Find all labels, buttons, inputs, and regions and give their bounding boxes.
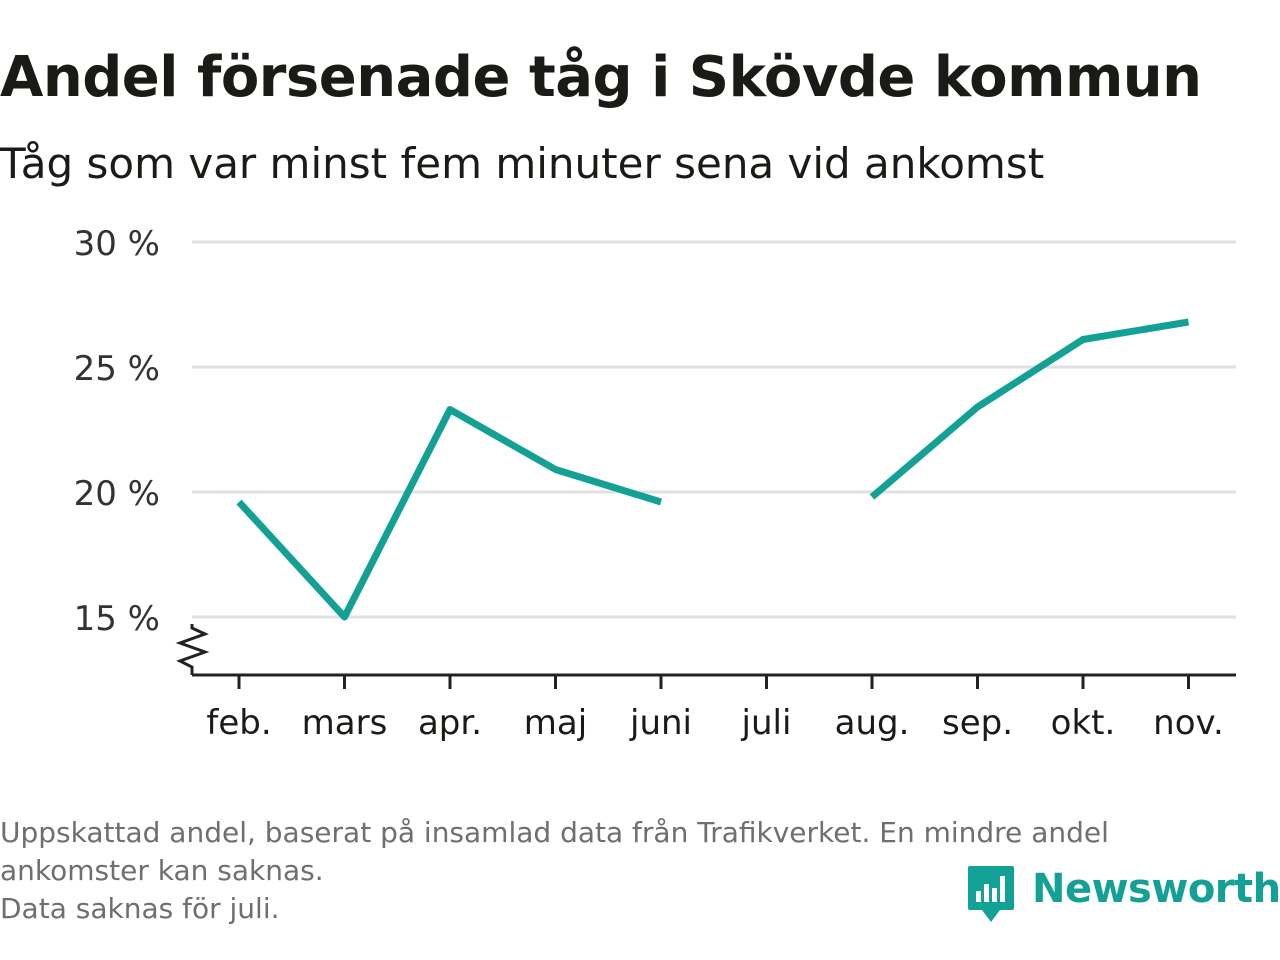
x-tick-label: nov.: [1153, 703, 1224, 743]
x-tick-label: apr.: [418, 703, 482, 743]
x-tick-label: okt.: [1051, 703, 1116, 743]
footnote: Uppskattad andel, baserat på insamlad da…: [0, 814, 1109, 928]
series-line-segment: [869, 318, 1190, 500]
x-axis: feb. mars apr. maj juni juli aug. sep. okt. nov.: [175, 624, 1236, 743]
x-tick-label: mars: [302, 703, 388, 743]
x-tick-label: feb.: [206, 703, 271, 743]
x-tick-label: aug.: [835, 703, 910, 743]
x-tick-label: maj: [524, 703, 587, 743]
y-tick-label: 20 %: [74, 474, 160, 514]
footnote-line: Uppskattad andel, baserat på insamlad da…: [0, 816, 1109, 849]
newsworthy-logo-icon: [968, 866, 1014, 922]
footnote-line: Data saknas för juli.: [0, 892, 280, 925]
y-tick-label: 30 %: [74, 224, 160, 264]
footnote-line: ankomster kan saknas.: [0, 854, 324, 887]
y-tick-label: 15 %: [74, 599, 160, 639]
chart-subtitle: Tåg som var minst fem minuter sena vid a…: [0, 139, 1045, 188]
y-axis-break-icon: [175, 624, 210, 675]
x-tick-label: juli: [741, 703, 792, 743]
y-axis-ticks: 15 % 20 % 25 % 30 %: [74, 224, 160, 639]
x-tick-label: sep.: [942, 703, 1013, 743]
grid-lines: [192, 240, 1236, 619]
brand-name: Newsworthy: [1032, 866, 1280, 912]
chart-title: Andel försenade tåg i Skövde kommun: [0, 45, 1202, 110]
line-chart: 15 % 20 % 25 % 30 % feb. mars apr. maj juni juli…: [74, 224, 1236, 743]
x-tick-label: juni: [629, 703, 692, 743]
y-tick-label: 25 %: [74, 349, 160, 389]
series-lines: [236, 318, 1190, 621]
series-line-segment: [236, 406, 663, 621]
